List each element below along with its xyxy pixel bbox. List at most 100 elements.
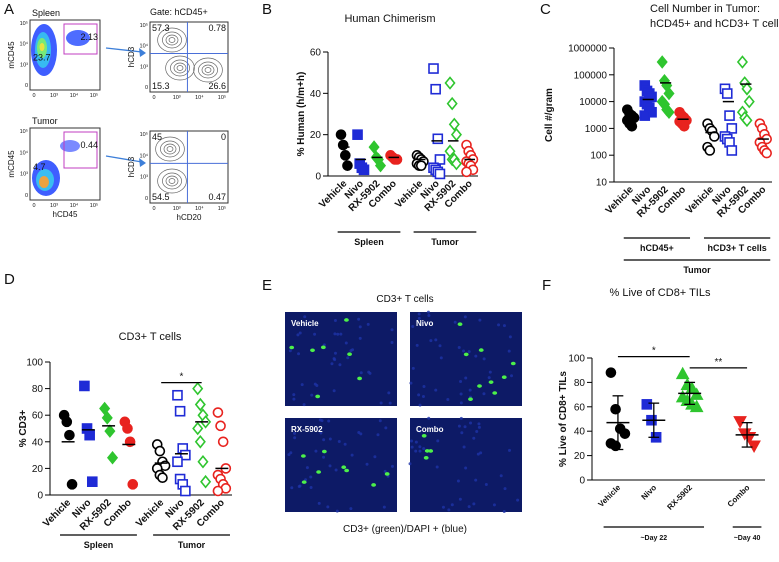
nucleus	[339, 332, 343, 336]
flow-tick-label: 10⁴	[20, 41, 29, 48]
nucleus	[382, 505, 386, 509]
cd3-cell	[289, 345, 295, 350]
data-point	[415, 160, 427, 171]
nucleus	[427, 416, 431, 420]
nucleus	[472, 436, 476, 440]
nucleus	[459, 392, 463, 396]
y-tick-label: 0	[315, 172, 321, 183]
y-tick-label: 10000	[579, 97, 607, 108]
x-tick-label: Combo	[726, 483, 752, 509]
axis-label: mCD45	[7, 150, 16, 178]
data-point	[101, 411, 113, 425]
contour	[173, 62, 187, 74]
panel-letter: E	[262, 277, 272, 294]
density-blob	[60, 140, 80, 152]
data-point	[154, 445, 166, 457]
contour	[168, 178, 176, 184]
section-label: hCD45+	[640, 243, 674, 253]
y-tick-label: 0	[37, 491, 43, 502]
cd3-cell	[341, 465, 347, 470]
nucleus	[309, 486, 313, 490]
nucleus	[508, 335, 512, 339]
arrow	[105, 155, 143, 163]
axis-label: hCD3	[127, 156, 136, 177]
flow-tick-label: 10³	[20, 172, 28, 178]
data-point	[619, 428, 631, 439]
nucleus	[422, 385, 426, 389]
data-point	[174, 405, 186, 417]
data-point	[157, 472, 168, 484]
quadrant-value: 57.3	[152, 23, 170, 33]
nucleus	[477, 422, 481, 426]
contour	[155, 136, 185, 162]
nucleus	[383, 469, 387, 473]
row-label: Tumor	[32, 116, 58, 126]
y-tick-label: 1000	[585, 124, 608, 135]
density-blob	[39, 43, 45, 51]
data-point	[444, 76, 456, 90]
contour	[162, 31, 182, 49]
chart-title: hCD45+ and hCD3+ T cells	[650, 18, 779, 30]
y-tick-label: 100	[568, 354, 585, 365]
cd3-cell	[384, 472, 390, 476]
nucleus	[507, 448, 511, 452]
nucleus	[410, 439, 414, 443]
section-label: Tumor	[431, 237, 459, 247]
data-point	[66, 479, 78, 490]
data-point	[747, 440, 761, 454]
cd3-cell	[457, 322, 463, 326]
y-axis-label: Cell #/gram	[544, 88, 555, 142]
cd3-cell	[510, 361, 516, 366]
nucleus	[411, 325, 415, 329]
nucleus	[343, 442, 347, 446]
nucleus	[434, 338, 438, 342]
cd3-cell	[347, 352, 352, 356]
data-point	[675, 366, 690, 380]
quadrant-value: 45	[152, 132, 162, 142]
flow-tick-label: 10⁵	[140, 131, 148, 138]
nucleus	[313, 332, 317, 336]
micrograph	[410, 312, 522, 406]
nucleus	[337, 440, 341, 444]
nucleus	[373, 455, 377, 459]
panel-letter: B	[262, 1, 272, 18]
density-blob	[66, 30, 90, 46]
data-point	[99, 401, 111, 416]
y-tick-label: 40	[32, 437, 44, 448]
data-point	[656, 55, 668, 69]
data-point	[610, 403, 621, 415]
cd3-cell	[320, 345, 326, 350]
data-point	[335, 129, 347, 140]
flow-tick-label: 10⁴	[195, 94, 204, 101]
y-tick-label: 10	[596, 178, 608, 189]
nucleus	[507, 349, 511, 353]
image-label: Nivo	[416, 319, 433, 328]
image-label: Combo	[416, 425, 444, 434]
flow-tick-label: 10⁵	[90, 202, 98, 209]
nucleus	[349, 507, 353, 511]
data-point	[337, 139, 349, 151]
contour	[176, 65, 184, 71]
flow-tick-label: 0	[145, 196, 148, 202]
cd3-cell	[501, 375, 507, 379]
gate	[63, 131, 98, 169]
y-tick-label: 100000	[574, 70, 608, 81]
nucleus	[334, 468, 338, 472]
flow-tick-label: 0	[32, 203, 35, 209]
nucleus	[435, 465, 439, 469]
data-point	[192, 381, 204, 396]
nucleus	[474, 354, 478, 358]
section-label: Spleen	[354, 237, 384, 247]
cd3-cell	[423, 456, 429, 460]
data-point	[192, 421, 204, 436]
nucleus	[384, 426, 388, 430]
nucleus	[300, 383, 304, 387]
flow-tick-label: 10³	[20, 62, 28, 68]
nucleus	[472, 502, 476, 506]
nucleus	[359, 371, 363, 375]
nucleus	[484, 482, 488, 486]
cd3-cell	[316, 470, 322, 474]
data-point	[450, 127, 462, 142]
flow-tick-label: 10⁴	[70, 202, 79, 209]
quadrant-value: 0	[221, 132, 226, 142]
